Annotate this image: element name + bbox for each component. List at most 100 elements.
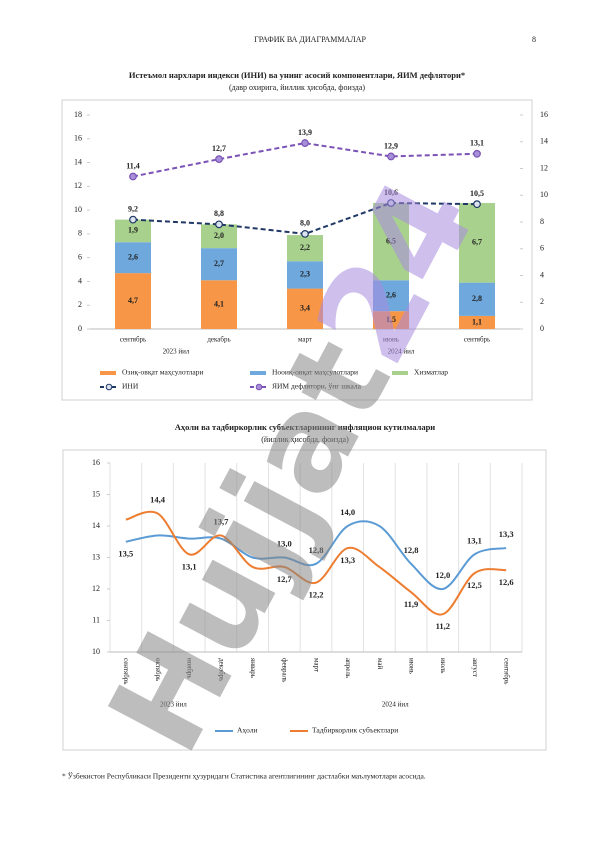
- bar-segment: [115, 273, 151, 329]
- line-marker: [215, 155, 223, 164]
- y-tick-label: 12: [74, 181, 82, 190]
- y-tick-label: 8: [78, 229, 82, 238]
- data-label: 12,6: [499, 577, 514, 587]
- y-tick-label: 14: [74, 157, 82, 166]
- x-tick-label: март: [298, 336, 312, 344]
- y2-tick-label: 8: [540, 217, 544, 226]
- x-tick-label: май: [376, 658, 384, 669]
- bar-segment: [373, 280, 409, 312]
- y-tick-label: 4: [78, 276, 82, 285]
- group-label: 2023 йил: [163, 348, 190, 356]
- bar-segment: [201, 224, 237, 249]
- data-label: 13,3: [340, 555, 355, 565]
- x-tick-label: сентябрь: [503, 658, 511, 685]
- bar-segment: [459, 282, 495, 316]
- bar-segment: [373, 311, 409, 329]
- bar-segment: [287, 288, 323, 329]
- bar-segment: [115, 219, 151, 243]
- y-tick-label: 2: [78, 300, 82, 309]
- data-label: 12,8: [309, 545, 324, 555]
- line-marker: [215, 220, 223, 229]
- x-tick-label: июнь: [383, 336, 399, 344]
- x-tick-label: октябрь: [154, 658, 162, 681]
- x-tick-label: февраль: [281, 658, 289, 682]
- y-tick-label: 16: [74, 134, 82, 143]
- data-label: 11,9: [404, 599, 418, 609]
- chart-title: Истеъмол нархлари индекси (ИНИ) ва унинг…: [129, 70, 465, 80]
- y-tick-label: 10: [92, 647, 100, 656]
- bar-segment: [201, 280, 237, 329]
- legend-swatch: [250, 371, 266, 375]
- y-tick-label: 18: [74, 110, 82, 119]
- line-marker: [473, 149, 481, 158]
- data-label: 13,3: [499, 529, 514, 539]
- x-tick-label: сентябрь: [120, 336, 147, 344]
- line-marker: [301, 229, 309, 238]
- x-tick-label: июнь: [407, 658, 415, 674]
- y2-tick-label: 2: [540, 297, 544, 306]
- line-marker: [301, 139, 309, 147]
- x-tick-label: март: [312, 658, 320, 672]
- data-label: 8,0: [300, 219, 310, 228]
- data-label: 2,3: [300, 270, 310, 279]
- data-label: 9,2: [128, 204, 138, 213]
- data-label: 11,4: [126, 161, 140, 170]
- x-tick-label: апрель: [344, 658, 352, 678]
- data-label: 13,1: [470, 139, 484, 148]
- data-label: 10,5: [470, 189, 484, 198]
- data-label: 8,8: [214, 209, 224, 218]
- data-label: 12,2: [309, 590, 324, 600]
- data-label: 14,0: [340, 507, 355, 517]
- y2-tick-label: 4: [540, 270, 544, 279]
- page-number: 8: [532, 35, 536, 44]
- y2-tick-label: 6: [540, 244, 544, 253]
- y-tick-label: 15: [92, 489, 100, 498]
- y-tick-label: 0: [78, 324, 82, 333]
- line-series: [125, 510, 507, 616]
- data-label: 13,7: [213, 516, 229, 526]
- legend-label: ЯИМ дефлятори, ўнг шкала: [272, 382, 362, 391]
- y2-tick-label: 10: [540, 190, 548, 199]
- bar-segment: [201, 248, 237, 281]
- x-tick-label: сентябрь: [122, 658, 130, 685]
- line-marker: [473, 200, 481, 209]
- data-label: 13,1: [467, 535, 482, 545]
- bar-segment: [459, 202, 495, 283]
- data-label: 12,8: [404, 545, 419, 555]
- chart-frame: [61, 99, 533, 401]
- data-label: 13,9: [298, 128, 312, 137]
- data-label: 3,4: [300, 304, 310, 313]
- y-tick-label: 16: [92, 458, 100, 467]
- bar-segment: [287, 235, 323, 262]
- data-label: 2,7: [214, 259, 224, 268]
- legend-marker: [105, 383, 113, 391]
- data-label: 12,7: [277, 574, 293, 584]
- x-tick-label: август: [471, 658, 479, 677]
- data-label: 2,6: [386, 291, 396, 300]
- y-tick-label: 11: [92, 615, 100, 624]
- data-label: 10,6: [384, 188, 398, 197]
- data-label: 1,9: [128, 226, 138, 235]
- bar-segment: [459, 315, 495, 329]
- footnote: * Ўзбекистон Республикаси Президенти ҳуз…: [62, 771, 426, 781]
- header-title: ГРАФИК ВА ДИАГРАММАЛАР: [254, 35, 366, 44]
- legend-label: Тадбиркорлик субъектлари: [312, 726, 398, 735]
- y-tick-label: 10: [74, 205, 82, 214]
- chart-subtitle: (йиллик ҳисобда, фоизда): [261, 435, 349, 444]
- legend-swatch: [392, 371, 408, 375]
- x-tick-label: сентябрь: [464, 336, 491, 344]
- y-tick-label: 6: [78, 252, 82, 261]
- group-label: 2024 йил: [382, 701, 409, 709]
- x-tick-label: июль: [439, 658, 447, 674]
- data-label: 2,6: [128, 252, 138, 261]
- chart-title: Аҳоли ва тадбиркорлик субъектларининг ин…: [175, 422, 436, 432]
- data-label: 13,5: [118, 549, 133, 559]
- x-tick-label: декабрь: [207, 336, 230, 344]
- legend-marker: [255, 383, 263, 391]
- data-label: 14,4: [150, 494, 166, 504]
- y2-tick-label: 16: [540, 110, 548, 119]
- data-label: 12,7: [212, 144, 226, 153]
- y-tick-label: 13: [92, 552, 100, 561]
